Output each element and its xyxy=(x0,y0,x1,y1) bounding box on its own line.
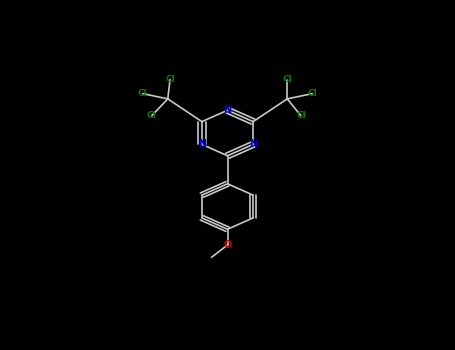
Text: Cl: Cl xyxy=(165,75,175,84)
Text: Cl: Cl xyxy=(308,89,317,98)
Text: Cl: Cl xyxy=(283,75,292,84)
Text: Cl: Cl xyxy=(296,111,306,120)
Text: N: N xyxy=(198,139,206,149)
Text: Cl: Cl xyxy=(147,111,157,120)
Text: N: N xyxy=(249,139,257,149)
Text: O: O xyxy=(223,240,232,250)
Text: N: N xyxy=(223,105,232,115)
Text: Cl: Cl xyxy=(138,89,147,98)
